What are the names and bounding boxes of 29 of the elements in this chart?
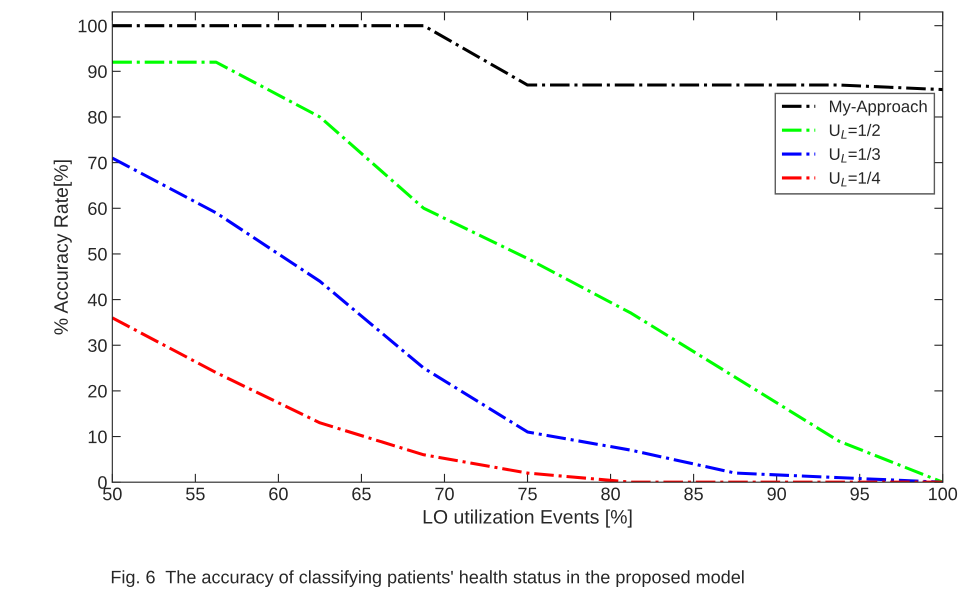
x-tick-label: 65 [352, 488, 371, 500]
y-tick-label: 70 [88, 156, 107, 170]
x-tick-label: 80 [601, 488, 620, 500]
legend-label: My-Approach [830, 100, 927, 116]
y-tick-label: 60 [88, 202, 107, 216]
y-tick-label: 30 [88, 339, 107, 352]
y-tick-label: 10 [88, 430, 107, 444]
legend-label: U$_{L}$=1/4 [830, 172, 880, 186]
y-tick-label: 80 [88, 110, 107, 124]
y-tick-label: 0 [98, 476, 107, 489]
x-tick-label: 95 [850, 488, 869, 500]
legend-label: U$_{L}$=1/2 [830, 124, 880, 139]
caption: Fig. 6 The accuracy of classifying patients' health status in the proposed model [112, 570, 744, 588]
x-tick-label: 90 [767, 488, 786, 500]
x-tick-label: 55 [186, 488, 205, 500]
x-axis-title: LO utilization Events [%] [424, 509, 632, 528]
x-tick-label: 50 [103, 488, 122, 500]
x-tick-label: 70 [435, 488, 454, 500]
x-tick-label: 75 [518, 488, 537, 500]
y-tick-label: 20 [88, 384, 107, 398]
y-tick-label: 100 [78, 20, 107, 32]
legend-label: U$_{L}$=1/3 [830, 148, 880, 163]
y-tick-label: 40 [88, 294, 107, 306]
x-tick-label: 85 [684, 488, 703, 500]
y-tick-label: 50 [88, 248, 107, 261]
y-tick-label: 90 [88, 65, 107, 78]
y-axis-title: % Accuracy Rate[%] [54, 160, 72, 334]
x-tick-label: 60 [269, 488, 288, 500]
x-tick-label: 100 [929, 488, 958, 500]
